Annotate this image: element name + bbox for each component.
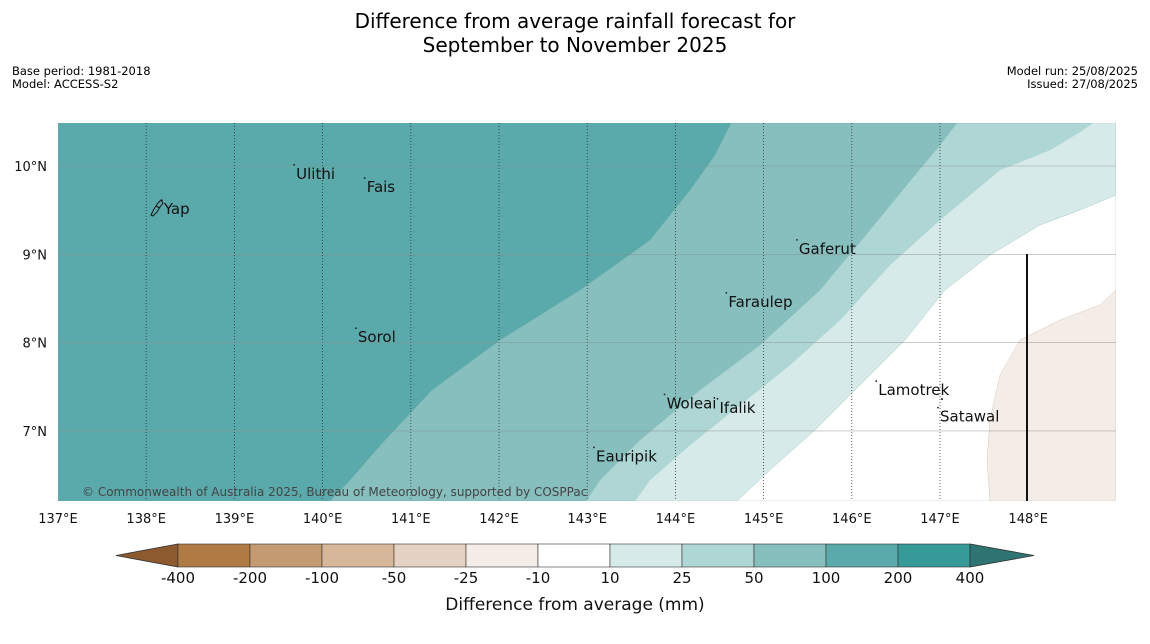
map-title: Difference from average rainfall forecas… (0, 9, 1150, 57)
metadata-left: Base period: 1981-2018 Model: ACCESS-S2 (12, 65, 151, 91)
model-text: Model: ACCESS-S2 (12, 77, 119, 91)
longitude-tick-label: 144°E (656, 512, 696, 527)
colorbar-title: Difference from average (mm) (445, 595, 704, 615)
colorbar-tick-label: -200 (233, 569, 267, 587)
latitude-axis-labels: 10°N 9°N 8°N 7°N (14, 160, 47, 440)
colorbar-tick-label: -400 (161, 569, 195, 587)
place-label: Eauripik (596, 447, 657, 465)
colorbar-segment (681, 543, 755, 568)
colorbar-segment (825, 543, 899, 568)
island-dot (941, 398, 943, 400)
colorbar-segment (609, 543, 683, 568)
title-line-1: Difference from average rainfall forecas… (354, 9, 796, 33)
place-marker (293, 163, 296, 166)
place-label: Gaferut (799, 240, 856, 258)
colorbar-tick-label: 25 (672, 569, 691, 587)
longitude-tick-label: 137°E (38, 512, 78, 527)
longitude-tick-label: 148°E (1008, 512, 1048, 527)
longitude-gridlines (145, 123, 941, 501)
colorbar-tick-label: 400 (956, 569, 985, 587)
place-label: Woleai (667, 394, 717, 412)
colorbar-tick-label: 200 (884, 569, 913, 587)
latitude-tick-label: 8°N (23, 337, 48, 352)
colorbar-tick-label: -50 (382, 569, 407, 587)
colorbar-segment (753, 543, 827, 568)
colorbar-tick-label: 10 (600, 569, 619, 587)
place-marker (716, 397, 719, 400)
longitude-tick-label: 141°E (391, 512, 431, 527)
colorbar-segment (177, 543, 251, 568)
colorbar-tick-label: -100 (305, 569, 339, 587)
longitude-tick-label: 142°E (479, 512, 519, 527)
longitude-axis-labels: 137°E 138°E 139°E 140°E 141°E 142°E 143°E 144°E… (38, 512, 1048, 527)
base-period-text: Base period: 1981-2018 (12, 64, 151, 78)
colorbar-segment (393, 543, 467, 568)
place-label: Sorol (358, 328, 396, 346)
longitude-tick-label: 143°E (567, 512, 607, 527)
longitude-tick-label: 146°E (832, 512, 872, 527)
copyright-text: © Commonwealth of Australia 2025, Bureau… (82, 485, 587, 499)
colorbar-segment (465, 543, 539, 568)
latitude-tick-label: 10°N (14, 160, 47, 175)
longitude-tick-label: 139°E (215, 512, 255, 527)
colorbar-segment (249, 543, 323, 568)
longitude-tick-label: 140°E (303, 512, 343, 527)
place-marker (363, 177, 366, 179)
colorbar-extend-low (115, 543, 179, 568)
colorbar-segment (537, 543, 611, 568)
place-labels: Yap Ulithi Fais Gaferut Faraulep Sorol Woleai I… (160, 163, 999, 465)
latitude-gridlines (58, 165, 1116, 432)
longitude-tick-label: 138°E (126, 512, 166, 527)
place-marker (160, 199, 163, 202)
place-marker (875, 380, 878, 383)
place-label: Lamotrek (878, 381, 949, 399)
place-marker (663, 393, 666, 396)
model-run-text: Model run: 25/08/2025 (1006, 64, 1138, 78)
place-label: Yap (163, 200, 190, 218)
colorbar-tick-label: -10 (526, 569, 551, 587)
latitude-tick-label: 7°N (23, 425, 48, 440)
place-marker (354, 327, 357, 330)
place-label: Satawal (940, 408, 999, 426)
place-marker (937, 406, 939, 409)
colorbar-tick-labels: -400 -200 -100 -50 -25 -10 10 25 50 100 200 400 (161, 569, 984, 587)
longitude-tick-label: 145°E (744, 512, 784, 527)
place-marker (725, 291, 728, 294)
colorbar-segment (321, 543, 395, 568)
metadata-right: Model run: 25/08/2025 Issued: 27/08/2025 (1007, 65, 1138, 91)
place-label: Ifalik (720, 399, 756, 417)
place-label: Faraulep (728, 293, 792, 311)
place-label: Ulithi (296, 165, 335, 183)
longitude-tick-label: 147°E (920, 512, 960, 527)
place-marker (795, 238, 798, 241)
latitude-tick-label: 9°N (23, 248, 48, 263)
place-label: Fais (367, 178, 396, 196)
rainfall-map: Yap Ulithi Fais Gaferut Faraulep Sorol Woleai I… (58, 123, 1116, 501)
colorbar (115, 543, 1035, 568)
yap-island-shape (150, 199, 164, 217)
colorbar-tick-label: 50 (744, 569, 763, 587)
colorbar-tick-label: -25 (454, 569, 479, 587)
place-marker (593, 446, 595, 449)
title-line-2: September to November 2025 (422, 33, 728, 57)
colorbar-extend-high (969, 543, 1035, 568)
colorbar-tick-label: 100 (812, 569, 841, 587)
colorbar-segment (897, 543, 971, 568)
issued-text: Issued: 27/08/2025 (1027, 77, 1138, 91)
